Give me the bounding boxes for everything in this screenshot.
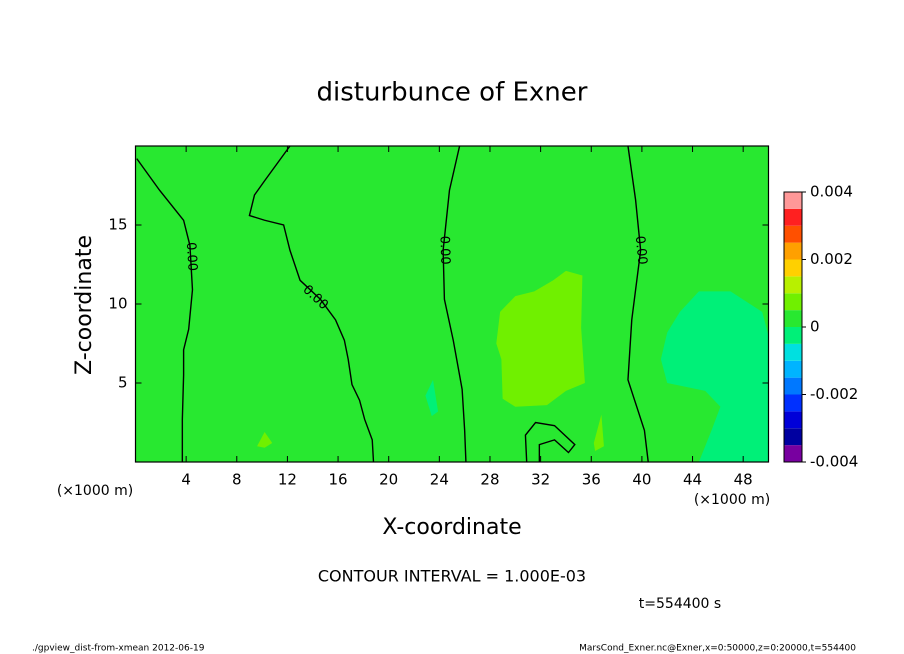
colorbar-cell bbox=[784, 225, 802, 243]
x-tick-label: 44 bbox=[683, 471, 702, 489]
colorbar-cell bbox=[784, 445, 802, 462]
x-tick-label: 40 bbox=[632, 471, 651, 489]
footer-left: ./gpview_dist-from-xmean 2012-06-19 bbox=[32, 644, 205, 654]
contour-line bbox=[248, 146, 375, 462]
colorbar-cell bbox=[784, 394, 802, 412]
colorbar-tick-label: 0.002 bbox=[810, 250, 853, 268]
plot-fill bbox=[135, 146, 769, 462]
contour-line bbox=[442, 146, 467, 462]
x-tick-label: 36 bbox=[582, 471, 601, 489]
colorbar-cell bbox=[784, 428, 802, 446]
plot-area bbox=[136, 146, 769, 462]
colorbar-tick-label: -0.004 bbox=[810, 453, 858, 471]
x-axis-label: X-coordinate bbox=[382, 515, 521, 540]
y-tick-label: 15 bbox=[108, 216, 127, 234]
colorbar-cell bbox=[784, 208, 802, 226]
contour-label: 0.00 bbox=[183, 242, 200, 272]
contour-line bbox=[136, 158, 194, 462]
y-unit: (×1000 m) bbox=[57, 483, 133, 499]
x-tick-label: 20 bbox=[379, 471, 398, 489]
colorbar-tick-label: 0.004 bbox=[810, 183, 853, 201]
y-tick-label: 5 bbox=[118, 374, 128, 392]
x-tick-label: 48 bbox=[734, 471, 753, 489]
colorbar-tick-label: -0.002 bbox=[810, 385, 858, 403]
contour-line bbox=[524, 421, 576, 462]
region bbox=[496, 270, 585, 407]
x-tick-label: 24 bbox=[430, 471, 449, 489]
chart-title: disturbunce of Exner bbox=[317, 78, 588, 108]
contour-interval: CONTOUR INTERVAL = 1.000E-03 bbox=[318, 567, 586, 586]
contour-line bbox=[627, 146, 649, 462]
colorbar-cell bbox=[784, 259, 802, 277]
footer-right: MarsCond_Exner.nc@Exner,x=0:50000,z=0:20… bbox=[579, 644, 856, 654]
time-label: t=554400 s bbox=[639, 596, 721, 612]
region bbox=[257, 431, 273, 448]
colorbar-cell bbox=[784, 293, 802, 311]
y-axis-label: Z-coordinate bbox=[72, 235, 97, 375]
region bbox=[660, 291, 769, 462]
colorbar-cell bbox=[784, 377, 802, 395]
x-tick-label: 12 bbox=[278, 471, 297, 489]
colorbar-cell bbox=[784, 360, 802, 378]
colorbar-tick-label: 0 bbox=[810, 318, 820, 336]
x-tick-label: 32 bbox=[531, 471, 550, 489]
colorbar-cell bbox=[784, 310, 802, 327]
contour-label: 0.00 bbox=[437, 236, 453, 265]
colorbar-cell bbox=[784, 343, 802, 361]
region bbox=[593, 414, 604, 451]
contour-label: 0.00 bbox=[632, 235, 650, 265]
colorbar-cell bbox=[784, 327, 802, 344]
x-tick-label: 28 bbox=[480, 471, 499, 489]
colorbar-cell bbox=[784, 411, 802, 429]
x-tick-label: 16 bbox=[329, 471, 348, 489]
y-tick-label: 10 bbox=[108, 295, 127, 313]
region bbox=[425, 379, 439, 417]
colorbar-cell bbox=[784, 192, 802, 209]
x-tick-label: 8 bbox=[232, 471, 242, 489]
colorbar-cell bbox=[784, 242, 802, 260]
x-unit: (×1000 m) bbox=[694, 492, 770, 508]
colorbar-cell bbox=[784, 276, 802, 294]
x-tick-label: 4 bbox=[181, 471, 191, 489]
